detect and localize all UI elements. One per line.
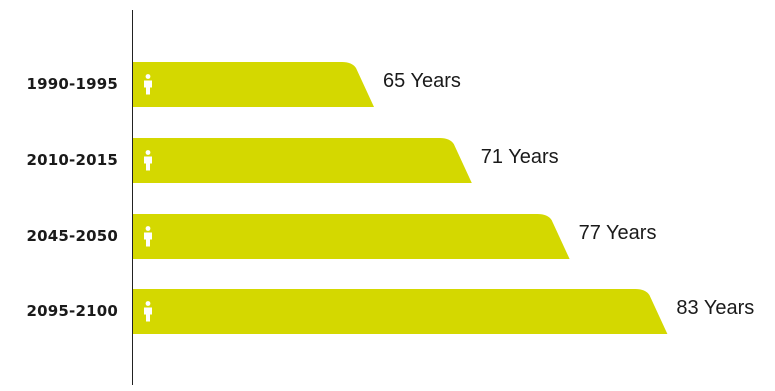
person-icon xyxy=(144,301,152,322)
category-label: 2010-2015 xyxy=(26,150,118,169)
value-label: 71 Years xyxy=(480,146,559,168)
category-label: 1990-1995 xyxy=(26,74,118,93)
y-axis-line xyxy=(132,10,133,385)
category-label: 2045-2050 xyxy=(26,226,118,245)
value-label: 83 Years xyxy=(676,297,755,319)
category-label: 2095-2100 xyxy=(26,301,118,320)
bar-2045-2050 xyxy=(133,214,570,259)
bar-1990-1995 xyxy=(133,62,374,107)
bar-2010-2015 xyxy=(133,138,472,183)
value-label: 77 Years xyxy=(578,222,657,244)
person-icon xyxy=(144,74,152,95)
person-icon xyxy=(144,226,152,247)
person-icon xyxy=(144,150,152,171)
value-label: 65 Years xyxy=(383,70,461,92)
bar-2095-2100 xyxy=(133,289,668,334)
